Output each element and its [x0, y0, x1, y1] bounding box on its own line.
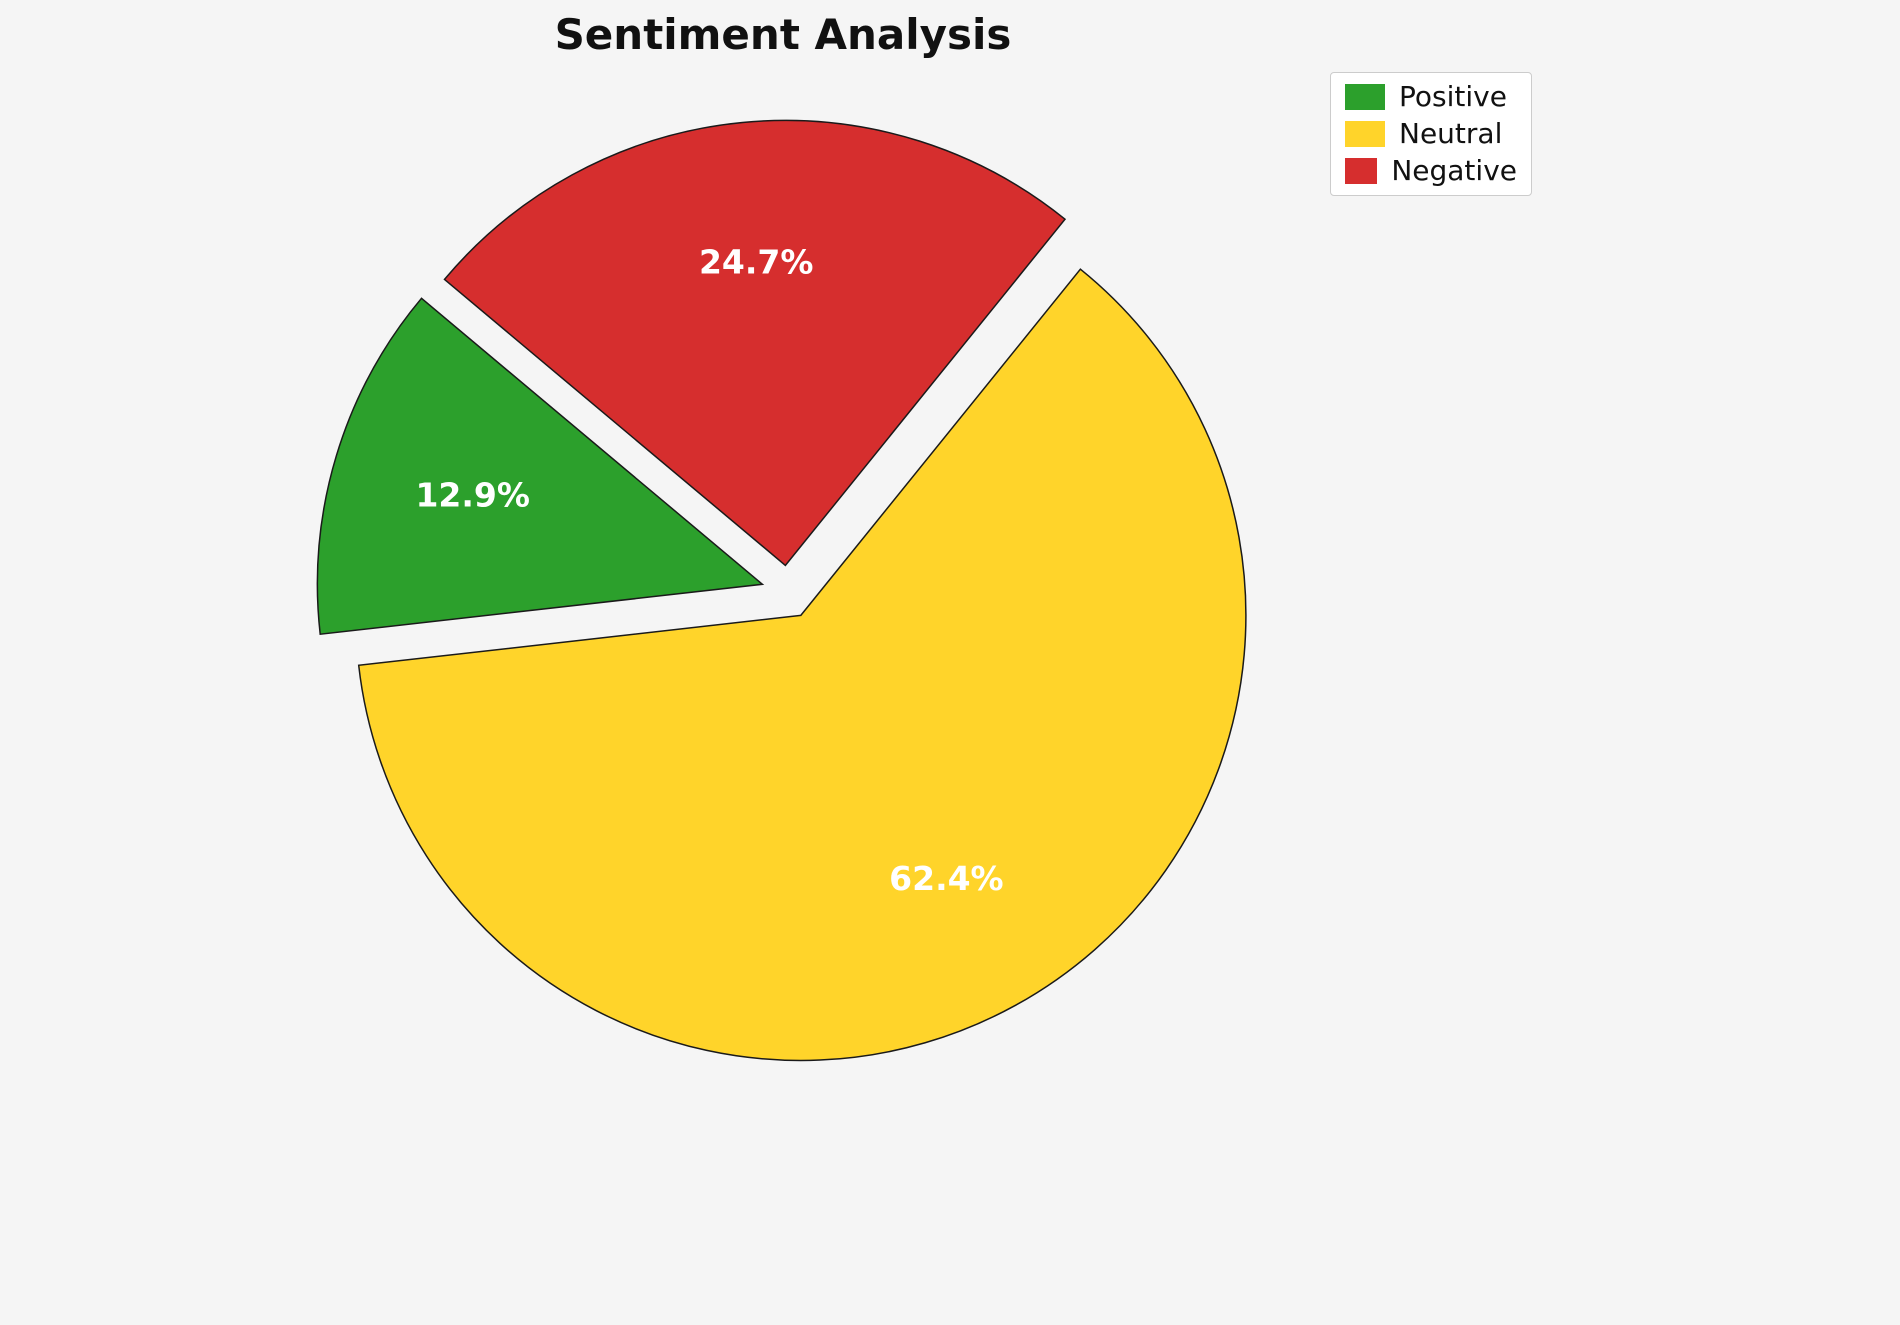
legend-swatch-positive — [1345, 84, 1385, 110]
legend-label-neutral: Neutral — [1399, 117, 1503, 150]
legend-swatch-negative — [1345, 158, 1378, 184]
pie-slice-neutral — [357, 268, 1247, 1062]
legend-swatch-neutral — [1345, 121, 1385, 147]
legend: Positive Neutral Negative — [1330, 72, 1532, 196]
pie-pct-label-positive: 12.9% — [415, 475, 530, 514]
pie-pct-label-negative: 24.7% — [699, 243, 814, 282]
pie-slice-negative — [443, 119, 1067, 567]
chart-title: Sentiment Analysis — [554, 10, 1012, 59]
legend-item-neutral: Neutral — [1345, 120, 1517, 148]
pie-slice-positive — [316, 297, 765, 636]
legend-label-positive: Positive — [1399, 80, 1507, 113]
legend-item-positive: Positive — [1345, 83, 1517, 111]
legend-label-negative: Negative — [1391, 154, 1517, 187]
legend-item-negative: Negative — [1345, 157, 1517, 185]
pie-pct-label-neutral: 62.4% — [889, 859, 1004, 898]
